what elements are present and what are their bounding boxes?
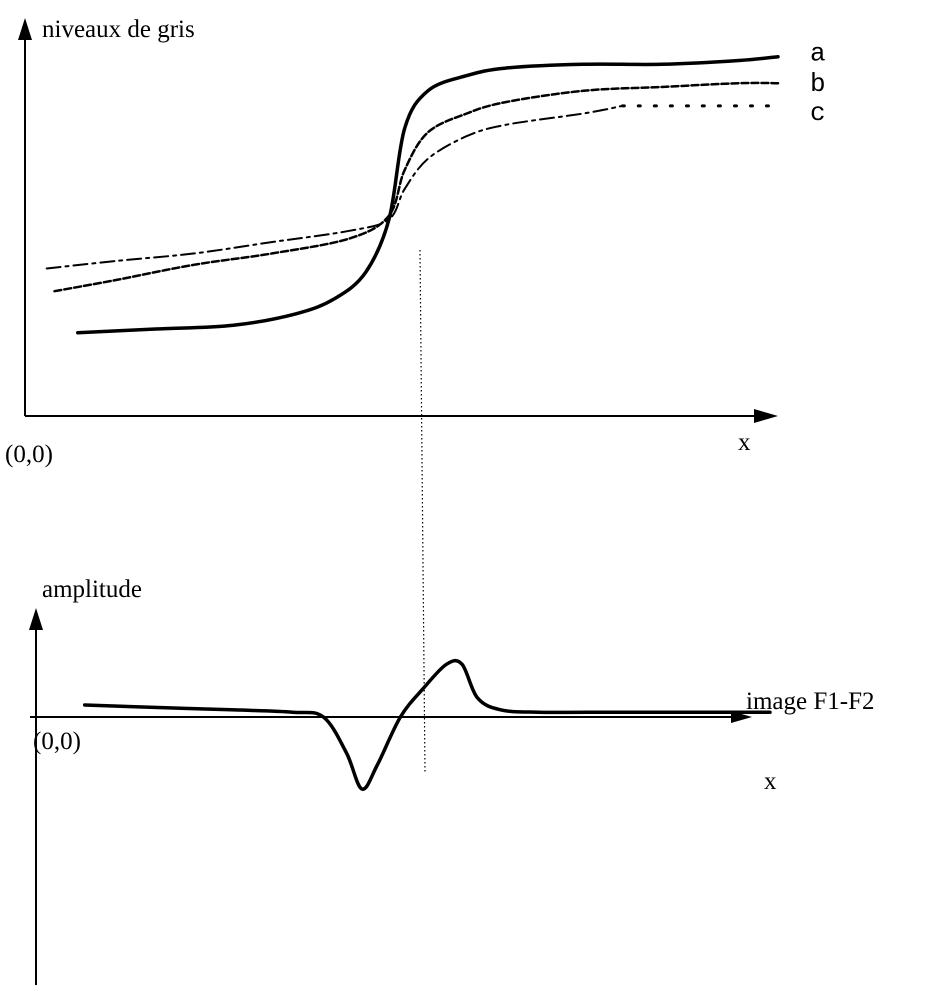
series-label-b: b (810, 69, 826, 99)
amplitude-chart: amplitude (0,0) x image F1-F2 (29, 576, 874, 985)
top-x-axis-label: x (738, 429, 751, 456)
bottom-y-axis-arrow (29, 608, 43, 630)
series-line-b-1 (55, 83, 779, 291)
series-label-c: c (810, 98, 826, 128)
series-label-a: a (810, 39, 826, 69)
top-y-axis-arrow (18, 18, 32, 40)
top-y-axis-label: niveaux de gris (42, 16, 195, 43)
bottom-x-axis-label: x (764, 768, 777, 795)
top-series-labels: abc (810, 39, 826, 128)
bottom-y-axis-label: amplitude (42, 576, 142, 603)
top-origin-label: (0,0) (5, 441, 53, 468)
top-x-axis-arrow (754, 409, 778, 423)
grey-level-chart: niveaux de gris (0,0) x abc (5, 16, 826, 468)
top-series-group (47, 57, 778, 333)
bottom-origin-label: (0,0) (33, 728, 81, 755)
series-line-a-0 (78, 57, 778, 333)
series-line-image F1-F2-0 (85, 661, 770, 790)
series-line-c-2 (47, 106, 623, 269)
bottom-series-group (85, 661, 770, 790)
